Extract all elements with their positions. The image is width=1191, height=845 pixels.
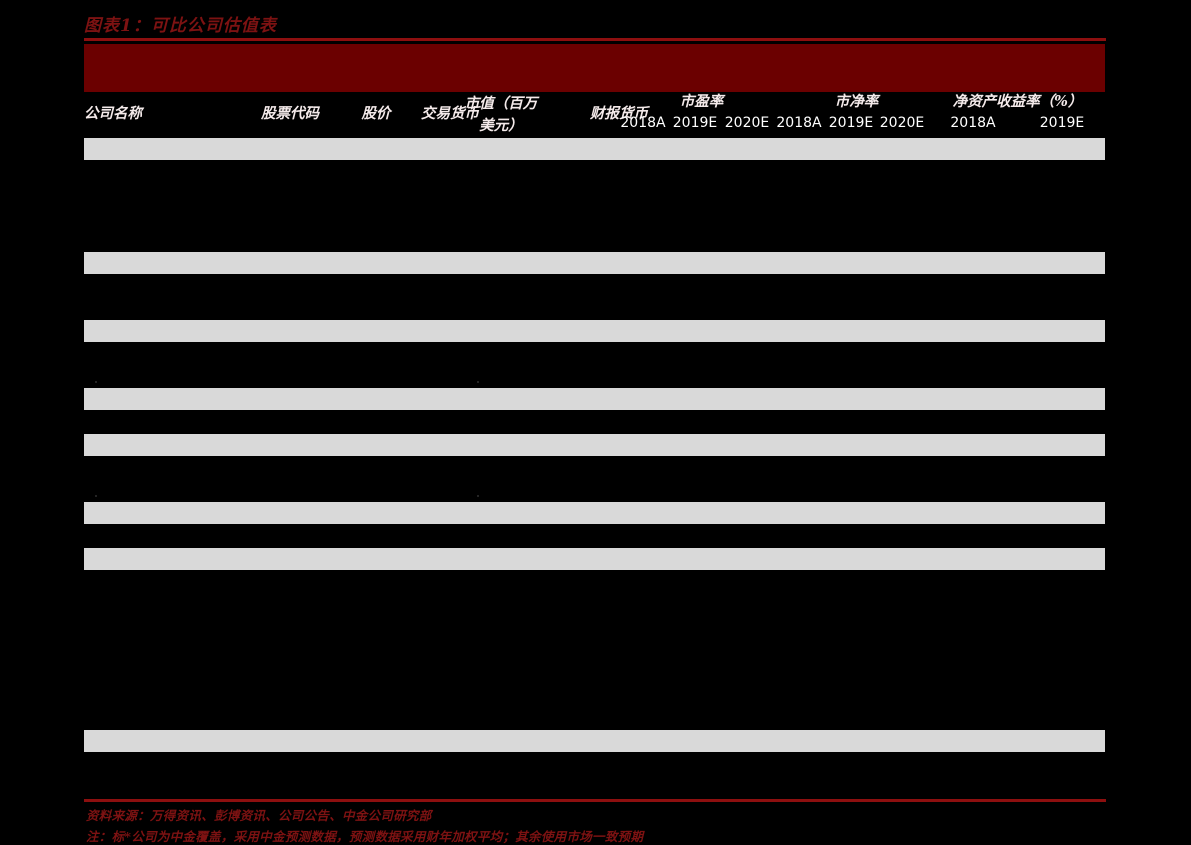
column-header-market-cap-line2: 美元） [479, 117, 523, 134]
render-artifact [477, 495, 479, 497]
render-artifact [95, 381, 97, 383]
footer-divider [84, 799, 1106, 802]
table-row [84, 252, 1105, 274]
table-row [84, 730, 1105, 752]
column-header-pe-2018a: 2018A [620, 115, 666, 131]
render-artifact [477, 381, 479, 383]
group-header-pb-ratio: 市净率 [834, 93, 879, 110]
table-header: 公司名称 股票代码 股价 交易货币 市值（百万 美元） 财报货币 市盈率 201… [84, 44, 1105, 134]
column-header-pb-2018a: 2018A [776, 115, 822, 131]
page-title: 图表1：可比公司估值表 [84, 16, 277, 36]
column-header-ticker: 股票代码 [261, 105, 319, 122]
render-artifact [95, 495, 97, 497]
table-row [84, 548, 1105, 570]
column-header-pe-2020e: 2020E [724, 115, 770, 131]
table-row [84, 320, 1105, 342]
source-note: 资料来源：万得资讯、彭博资讯、公司公告、中金公司研究部 [86, 808, 432, 823]
column-header-roe-2019e: 2019E [1039, 115, 1085, 131]
column-header-roe-2018a: 2018A [950, 115, 996, 131]
column-header-trading-currency: 交易货币 [421, 105, 479, 122]
table-row [84, 388, 1105, 410]
group-header-roe: 净资产收益率（%） [952, 93, 1083, 110]
table-row [84, 138, 1105, 160]
exhibit-title-row: 图表1：可比公司估值表 [84, 14, 277, 38]
column-header-price: 股价 [361, 105, 391, 122]
column-header-company-name: 公司名称 [84, 105, 142, 122]
methodology-note: 注：标*公司为中金覆盖，采用中金预测数据，预测数据采用财年加权平均；其余使用市场… [86, 829, 644, 844]
column-header-pb-2019e: 2019E [828, 115, 874, 131]
title-divider [84, 38, 1106, 41]
table-row [84, 502, 1105, 524]
column-header-pe-2019e: 2019E [672, 115, 718, 131]
column-header-reporting-currency: 财报货币 [590, 105, 648, 122]
table-row [84, 434, 1105, 456]
column-header-market-cap-line1: 市值（百万 [464, 95, 538, 112]
column-header-pb-2020e: 2020E [879, 115, 925, 131]
exhibit-container: 图表1：可比公司估值表 公司名称 股票代码 股价 交易货币 市值（百万 美元） … [84, 0, 1106, 844]
group-header-pe-ratio: 市盈率 [679, 93, 724, 110]
